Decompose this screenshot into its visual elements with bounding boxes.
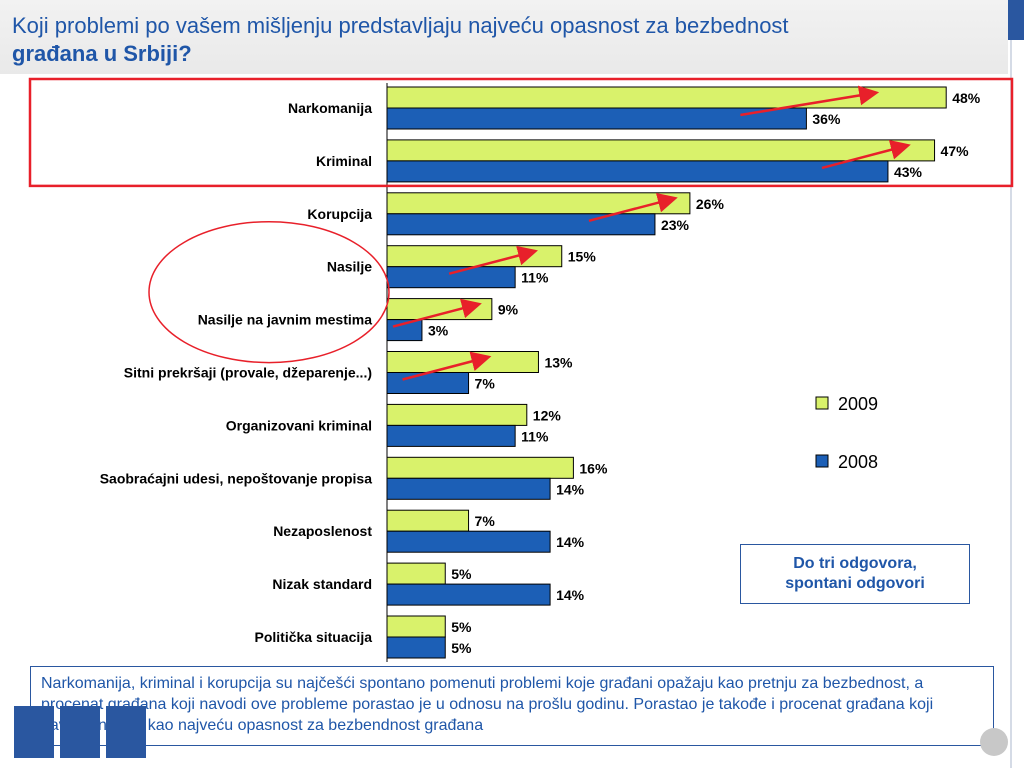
value-label-2008-9: 14%	[556, 587, 585, 603]
bar-2009-3	[386, 245, 563, 268]
increase-arrow-1	[821, 140, 911, 170]
increase-arrow-3	[448, 245, 538, 275]
bar-2009-10	[386, 615, 446, 638]
right-edge-line	[1010, 40, 1012, 768]
increase-arrow-0	[740, 85, 880, 117]
legend-label-2008: 2008	[838, 452, 878, 472]
bar-2009-9	[386, 562, 446, 585]
increase-arrow-4	[392, 298, 482, 328]
summary-box: Narkomanija, kriminal i korupcija su naj…	[30, 666, 994, 746]
bar-2008-1	[386, 160, 889, 183]
slide-title: Koji problemi po vašem mišljenju predsta…	[12, 12, 992, 68]
value-label-2009-4: 9%	[498, 302, 519, 318]
value-label-2008-7: 14%	[556, 481, 585, 497]
value-label-2009-7: 16%	[579, 460, 608, 476]
highlight-box	[28, 77, 1014, 188]
category-label-10: Politička situacija	[255, 629, 373, 645]
bar-2008-7	[386, 477, 551, 500]
title-line-1: Koji problemi po vašem mišljenju predsta…	[12, 13, 789, 38]
bar-2008-3	[386, 266, 516, 289]
value-label-2009-10: 5%	[451, 619, 472, 635]
note-box: Do tri odgovora, spontani odgovori	[740, 544, 970, 604]
bar-2008-2	[386, 213, 656, 236]
value-label-2009-1: 47%	[941, 143, 970, 159]
summary-text: Narkomanija, kriminal i korupcija su naj…	[41, 675, 934, 734]
category-label-5: Sitni prekršaji (provale, džeparenje...)	[124, 365, 372, 381]
increase-arrow-5	[402, 351, 492, 381]
value-label-2008-3: 11%	[521, 270, 549, 286]
bar-2009-5	[386, 351, 539, 373]
category-label-6: Organizovani kriminal	[226, 417, 372, 433]
highlight-ellipse	[148, 220, 390, 364]
page-indicator	[980, 728, 1008, 756]
bar-2009-4	[386, 298, 493, 321]
bar-2008-8	[386, 530, 551, 553]
bar-2008-0	[386, 107, 807, 130]
value-label-2009-5: 13%	[544, 355, 573, 371]
legend-swatch-2009	[815, 396, 829, 410]
value-label-2008-4: 3%	[428, 323, 449, 339]
category-label-4: Nasilje na javnim mestima	[198, 312, 373, 328]
category-label-2: Korupcija	[307, 206, 372, 222]
value-label-2008-8: 14%	[556, 534, 585, 550]
value-label-2008-0: 36%	[812, 111, 841, 127]
value-label-2008-6: 11%	[521, 428, 549, 444]
note-line-2: spontani odgovori	[785, 575, 925, 592]
note-line-1: Do tri odgovora,	[793, 555, 917, 572]
bar-2009-1	[386, 139, 936, 162]
bar-2009-6	[386, 403, 528, 426]
category-label-7: Saobraćajni udesi, nepoštovanje propisa	[100, 470, 373, 486]
category-label-8: Nezaposlenost	[273, 523, 372, 539]
bar-2008-10	[386, 636, 446, 659]
value-label-2009-2: 26%	[696, 196, 725, 212]
bar-2008-6	[386, 424, 516, 447]
category-label-3: Nasilje	[327, 259, 372, 275]
bar-2009-2	[386, 192, 691, 215]
value-label-2008-5: 7%	[475, 376, 496, 392]
legend-label-2009: 2009	[838, 394, 878, 414]
value-label-2008-1: 43%	[894, 164, 923, 180]
value-label-2009-0: 48%	[952, 90, 981, 106]
title-line-2: građana u Srbiji?	[12, 41, 192, 66]
value-label-2009-6: 12%	[533, 407, 562, 423]
value-label-2009-9: 5%	[451, 566, 472, 582]
bar-2009-8	[386, 509, 470, 532]
category-label-9: Nizak standard	[272, 576, 372, 592]
bar-2008-5	[386, 372, 470, 394]
value-label-2009-8: 7%	[475, 513, 496, 529]
title-band	[0, 0, 1008, 74]
legend-swatch-2008	[815, 454, 829, 468]
bar-2009-0	[386, 86, 947, 109]
corner-accent	[1008, 0, 1024, 40]
category-label-0: Narkomanija	[288, 100, 372, 116]
value-label-2008-2: 23%	[661, 217, 690, 233]
category-label-1: Kriminal	[316, 153, 372, 169]
bar-2009-7	[386, 456, 574, 479]
value-label-2009-3: 15%	[568, 249, 597, 265]
value-label-2008-10: 5%	[451, 640, 472, 656]
increase-arrow-2	[588, 192, 678, 223]
bar-2008-9	[386, 583, 551, 606]
